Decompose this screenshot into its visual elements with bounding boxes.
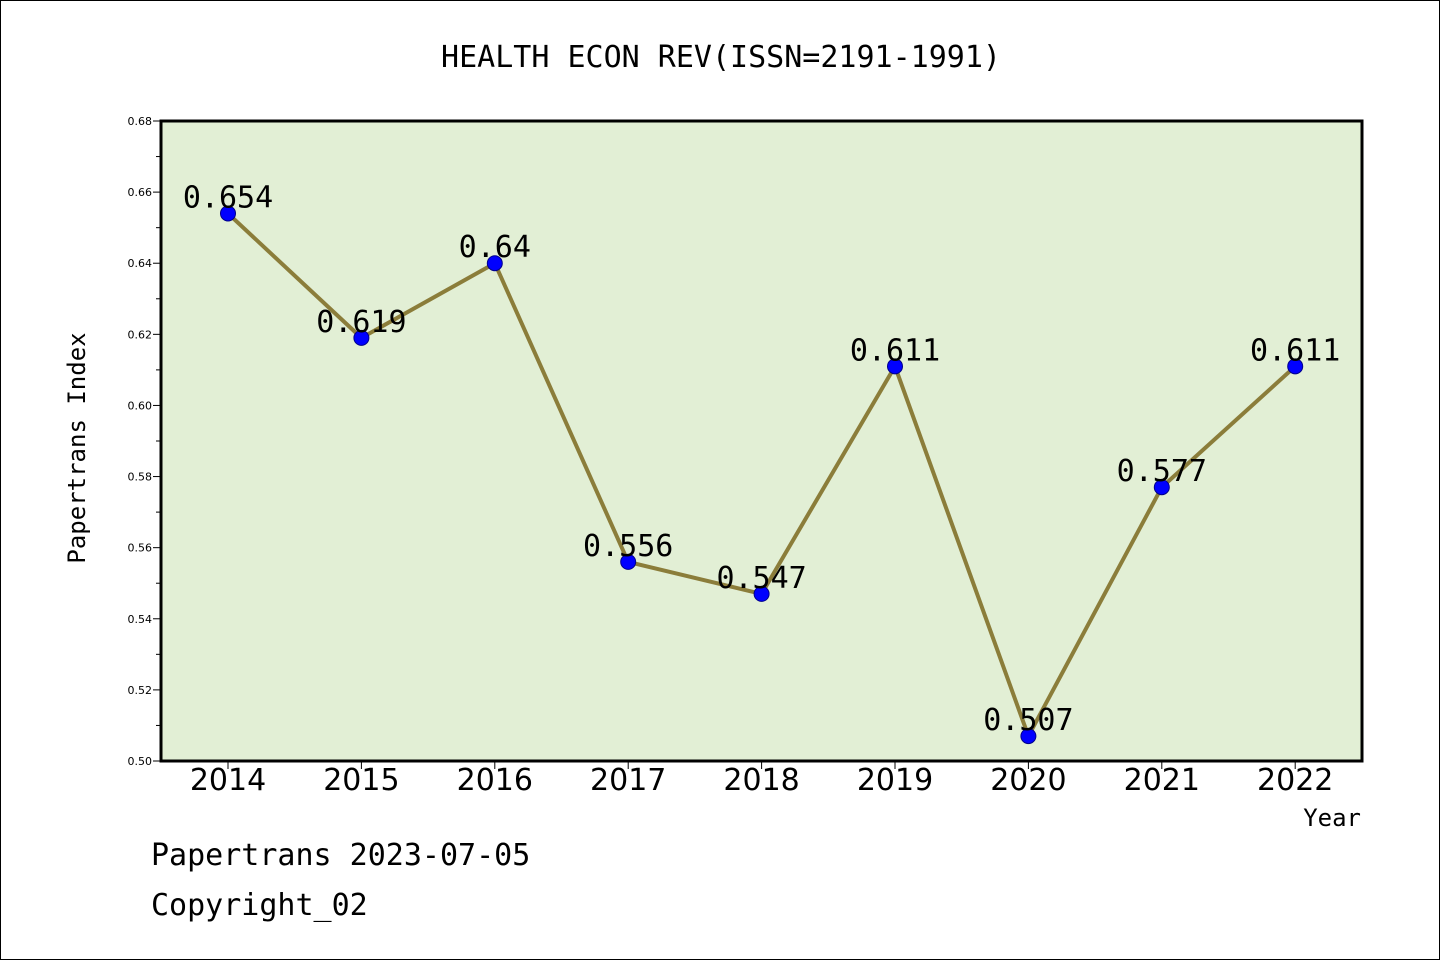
data-point [1287,358,1304,375]
footer-copyright: Copyright_02 [151,888,368,923]
data-labels: 0.654 0.619 0.64 0.556 0.547 0.611 0.507 0.577 0… [183,180,1341,738]
data-label: 0.611 [1250,333,1340,368]
data-point [353,329,370,346]
data-point [1153,479,1170,496]
data-point [887,358,903,375]
x-tick-label: 2021 [1124,763,1200,798]
data-point [620,553,637,570]
y-axis-label: Papertrans Index [63,332,91,563]
data-label: 0.611 [850,333,940,368]
y-tick-label: 0.52 [128,684,153,697]
data-point [753,585,770,602]
y-tick-label: 0.56 [128,542,153,555]
data-label: 0.547 [716,561,806,596]
x-tick-label: 2020 [990,763,1066,798]
y-tick-label: 0.66 [128,186,153,199]
y-tick-label: 0.64 [128,257,153,270]
y-tick-label: 0.62 [128,328,153,341]
data-label: 0.577 [1117,454,1207,489]
plot-area [159,119,1364,763]
x-tick-label: 2016 [457,763,533,798]
data-label: 0.654 [183,180,273,215]
data-label: 0.556 [583,529,673,564]
x-tick-label: 2022 [1257,763,1333,798]
data-point [486,255,503,272]
data-point [220,205,236,222]
x-tick-label: 2017 [590,763,666,798]
y-tick-label: 0.54 [128,613,153,626]
data-point [1020,728,1037,745]
x-tick-label: 2018 [723,763,799,798]
data-label: 0.619 [316,305,406,340]
y-tick-label: 0.50 [128,755,153,768]
x-tick-label: 2015 [323,763,399,798]
footer-date: Papertrans 2023-07-05 [151,838,530,873]
x-axis-label: Year [1303,804,1361,832]
y-tick-label: 0.60 [128,399,153,412]
y-tick-label: 0.68 [128,115,153,128]
data-label: 0.64 [459,230,531,265]
data-label: 0.507 [983,703,1073,738]
x-axis: 2014 2015 2016 2017 2018 2019 2020 2021 2022 [190,761,1333,798]
y-tick-label: 0.58 [128,471,153,484]
x-tick-label: 2019 [857,763,933,798]
chart-title: HEALTH ECON REV(ISSN=2191-1991) [441,40,1001,75]
data-points [220,205,1304,745]
y-axis: 0.50 0.52 0.54 0.56 0.58 0.60 0.62 0.64 0.66 0.68 [128,115,161,768]
x-tick-label: 2014 [190,763,266,798]
